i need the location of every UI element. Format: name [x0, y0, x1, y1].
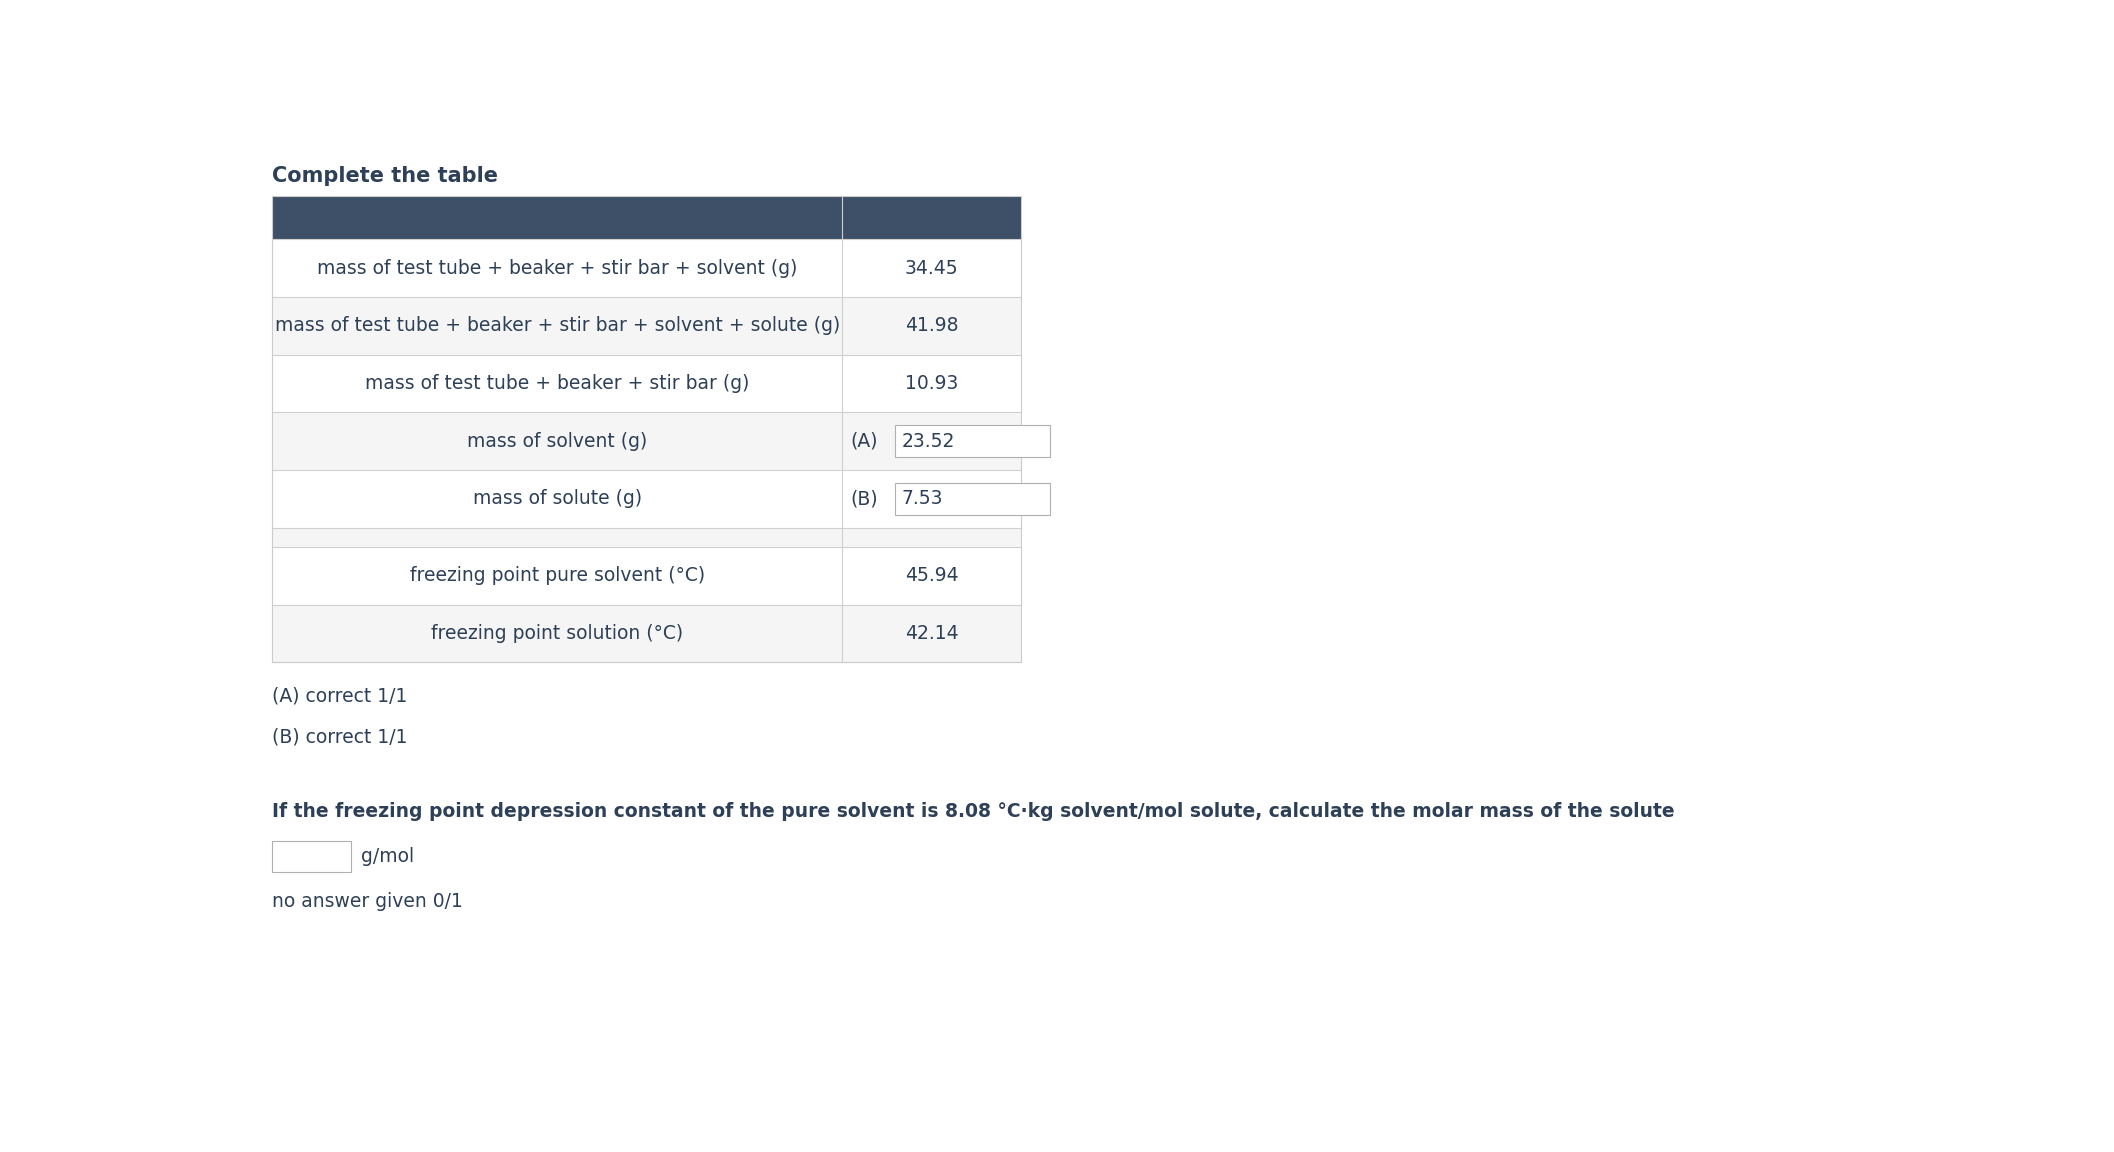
Text: mass of solute (g): mass of solute (g) [474, 490, 643, 508]
Bar [273, 841, 351, 872]
Text: (A): (A) [850, 432, 877, 450]
Text: 41.98: 41.98 [905, 317, 958, 335]
Bar [273, 240, 1021, 297]
Text: (B) correct 1/1: (B) correct 1/1 [273, 728, 408, 746]
Text: 7.53: 7.53 [901, 490, 943, 508]
Text: If the freezing point depression constant of the pure solvent is 8.08 °C·kg solv: If the freezing point depression constan… [273, 802, 1674, 821]
Text: mass of test tube + beaker + stir bar + solvent + solute (g): mass of test tube + beaker + stir bar + … [275, 317, 839, 335]
Text: 45.94: 45.94 [905, 567, 958, 585]
Text: g/mol: g/mol [361, 847, 414, 866]
Text: Complete the table: Complete the table [273, 166, 499, 187]
Bar [894, 483, 1051, 515]
Bar [273, 470, 1021, 528]
Text: 10.93: 10.93 [905, 374, 958, 393]
Text: mass of solvent (g): mass of solvent (g) [467, 432, 647, 450]
Text: 23.52: 23.52 [901, 432, 956, 450]
Bar [273, 412, 1021, 470]
Text: mass of test tube + beaker + stir bar (g): mass of test tube + beaker + stir bar (g… [366, 374, 750, 393]
Bar [894, 425, 1051, 457]
Text: freezing point pure solvent (°C): freezing point pure solvent (°C) [410, 567, 704, 585]
Text: 42.14: 42.14 [905, 624, 958, 643]
Bar [273, 605, 1021, 662]
Text: no answer given 0/1: no answer given 0/1 [273, 893, 463, 911]
Bar [273, 196, 1021, 240]
Text: freezing point solution (°C): freezing point solution (°C) [431, 624, 683, 643]
Bar [273, 528, 1021, 547]
Text: 34.45: 34.45 [905, 259, 958, 278]
Bar [273, 355, 1021, 412]
Text: (B): (B) [850, 490, 877, 508]
Bar [273, 297, 1021, 355]
Text: mass of test tube + beaker + stir bar + solvent (g): mass of test tube + beaker + stir bar + … [317, 259, 797, 278]
Text: (A) correct 1/1: (A) correct 1/1 [273, 687, 408, 706]
Bar [273, 547, 1021, 605]
